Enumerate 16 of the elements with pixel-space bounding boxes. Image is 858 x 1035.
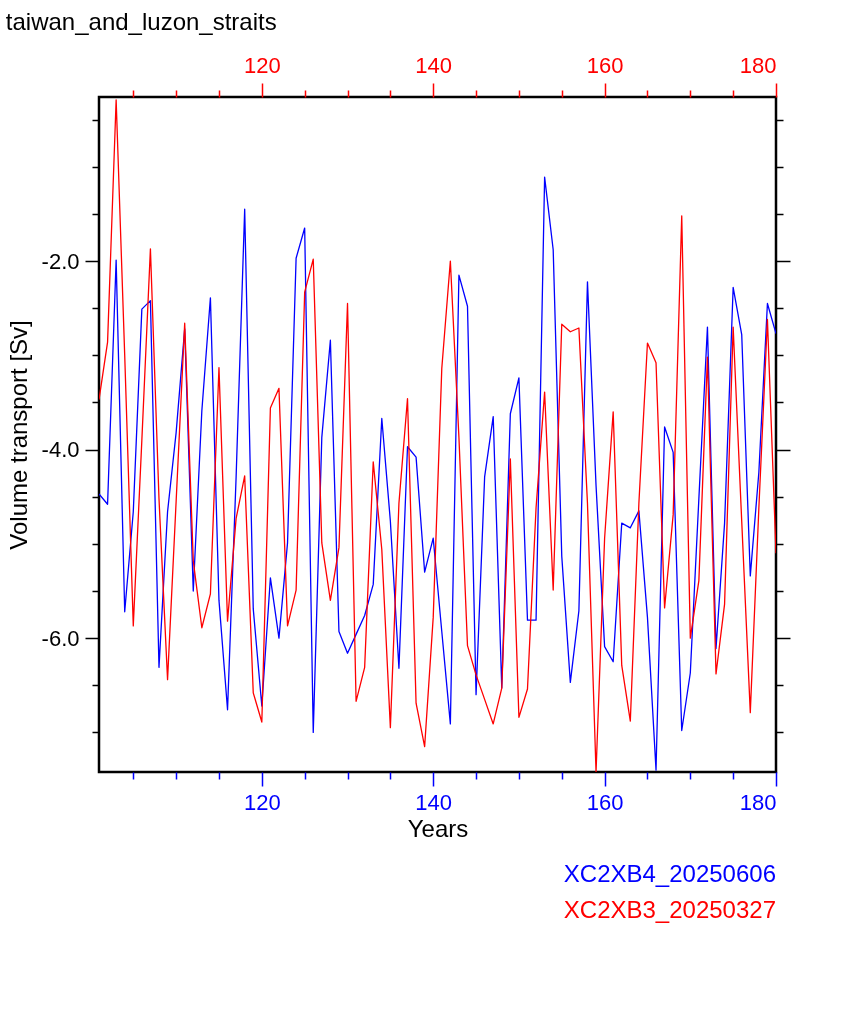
text: XC2XB3_20250327 — [563, 896, 776, 923]
x2-tick-label: 120 — [243, 52, 281, 78]
x-tick-label: 180 — [739, 789, 777, 815]
x-axis-title: Years — [407, 814, 469, 842]
x-tick-label: 140 — [415, 789, 453, 815]
x2-tick-label: 140 — [415, 52, 453, 78]
x2-tick-label: 180 — [739, 52, 777, 78]
y-tick-label: -4.0 — [41, 437, 80, 463]
chart-title: taiwan_and_luzon_straits — [5, 7, 277, 35]
y-tick-label: -2.0 — [41, 248, 80, 274]
y-tick-label: -6.0 — [41, 625, 80, 651]
x-tick-label: 160 — [586, 789, 624, 815]
x2-tick-label: 160 — [586, 52, 624, 78]
y-axis-title: Volume transport [Sv] — [4, 320, 32, 550]
x-tick-label: 120 — [243, 789, 281, 815]
text: XC2XB4_20250606 — [563, 860, 776, 887]
